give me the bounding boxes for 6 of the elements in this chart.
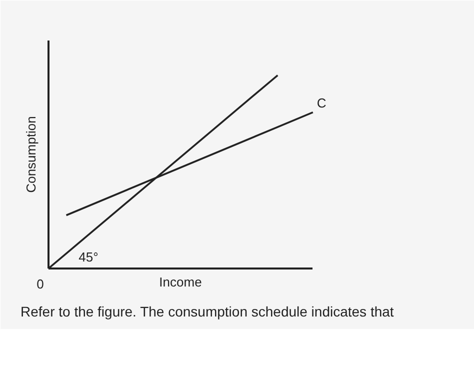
series-label: C: [316, 95, 326, 110]
x-axis-title: Income: [159, 274, 202, 290]
text: 0: [36, 276, 44, 292]
text: Refer to the figure. The consumption schedule indicates that: [20, 304, 394, 320]
y-axis-title: Consumption: [24, 116, 38, 193]
annotation: 45°: [78, 249, 98, 264]
